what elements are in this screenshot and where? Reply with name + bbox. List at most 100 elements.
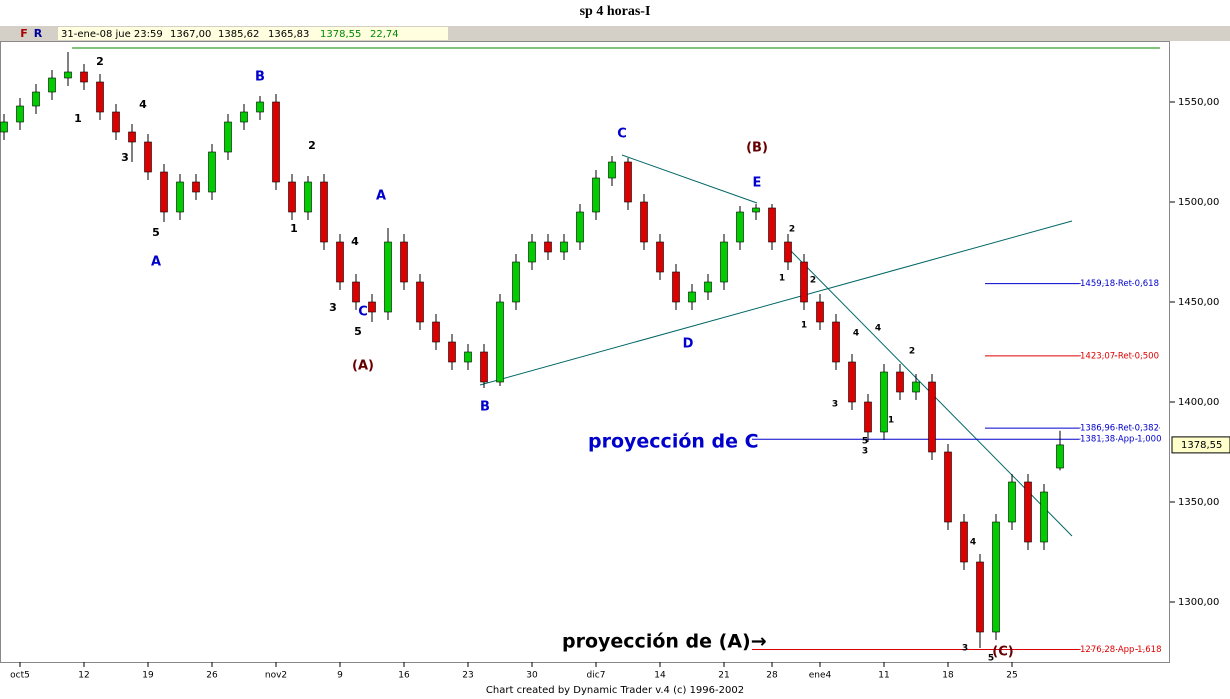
wave-label: B <box>255 70 265 85</box>
candle-body <box>848 361 856 403</box>
wave-label: 3 <box>862 447 868 457</box>
wave-label: C <box>358 305 368 320</box>
candle-body <box>656 241 664 273</box>
x-tick-label: 11 <box>878 671 889 681</box>
candle-body <box>192 181 200 193</box>
wave-label: 4 <box>875 324 881 334</box>
projection-label: proyección de C <box>588 431 759 453</box>
wave-label: 2 <box>308 139 316 152</box>
candle-body <box>768 207 776 243</box>
info-date: 31-ene-08 jue 23:59 <box>61 29 163 40</box>
candle-body <box>112 111 120 133</box>
candle-body <box>560 241 568 253</box>
toolbar-button[interactable]: F <box>20 27 28 40</box>
candle-body <box>736 211 744 243</box>
candle-body <box>176 181 184 213</box>
candle-body <box>400 241 408 283</box>
wave-label: 3 <box>832 400 838 410</box>
wave-label: D <box>683 337 694 352</box>
wave-label: 1 <box>779 274 785 284</box>
candle-body <box>960 521 968 563</box>
x-tick-label: dic7 <box>587 671 606 681</box>
wave-label: 4 <box>853 329 859 339</box>
candle-body <box>784 241 792 263</box>
x-tick-label: 14 <box>654 671 666 681</box>
wave-label: 1 <box>74 112 82 125</box>
candle-body <box>1056 444 1064 469</box>
wave-label: 5 <box>988 654 994 664</box>
level-label: 1423,07 Ret 0,500 <box>1080 351 1159 361</box>
candle-body <box>352 281 360 303</box>
candle-body <box>528 241 536 263</box>
candle-body <box>608 161 616 179</box>
candle-body <box>160 171 168 213</box>
candle-body <box>912 381 920 393</box>
wave-label: 2 <box>810 276 816 286</box>
x-tick-label: 23 <box>462 671 473 681</box>
candle-body <box>416 281 424 323</box>
candle-body <box>320 181 328 243</box>
candle-body <box>16 105 24 123</box>
candle-body <box>288 181 296 213</box>
x-tick-label: 21 <box>718 671 729 681</box>
candle-body <box>544 241 552 253</box>
wave-label: 4 <box>139 98 147 111</box>
candle-body <box>1040 491 1048 543</box>
candle-body <box>624 161 632 203</box>
toolbar-button[interactable]: R <box>34 27 43 40</box>
candle-body <box>688 291 696 303</box>
x-tick-label: 28 <box>766 671 778 681</box>
candle-body <box>384 241 392 313</box>
y-tick-label: 1400,00 <box>1178 397 1219 408</box>
candle-body <box>80 71 88 83</box>
candle-body <box>816 301 824 323</box>
info-low: 1365,83 <box>268 29 309 40</box>
y-tick-label: 1550,00 <box>1178 97 1219 108</box>
wave-label: 2 <box>789 225 795 235</box>
x-tick-label: 26 <box>206 671 218 681</box>
chart-title: sp 4 horas-I <box>580 4 651 19</box>
x-tick-label: 25 <box>1006 671 1017 681</box>
y-tick-label: 1450,00 <box>1178 297 1219 308</box>
candle-body <box>304 181 312 213</box>
candle-body <box>672 271 680 303</box>
info-high: 1385,62 <box>218 29 259 40</box>
x-tick-label: oct5 <box>10 671 30 681</box>
candle-body <box>208 151 216 193</box>
candle-body <box>224 121 232 153</box>
candle-body <box>144 141 152 173</box>
candle-body <box>96 81 104 113</box>
level-label: 1276,28 App 1,618 <box>1080 645 1162 655</box>
candle-body <box>832 321 840 363</box>
candle-body <box>704 281 712 293</box>
candle-body <box>576 211 584 243</box>
candle-body <box>48 77 56 93</box>
footer: Chart created by Dynamic Trader v.4 (c) … <box>486 685 744 696</box>
candle-body <box>432 321 440 343</box>
price-tag-box <box>1171 436 1230 454</box>
candle-body <box>880 371 888 433</box>
wave-label: A <box>151 255 161 270</box>
candle-body <box>256 101 264 113</box>
info-box <box>58 27 448 40</box>
candle-body <box>1008 481 1016 523</box>
candle-body <box>1024 481 1032 543</box>
x-tick-label: 9 <box>337 671 343 681</box>
wave-label: 4 <box>351 235 359 248</box>
candle-body <box>592 177 600 213</box>
plot-frame <box>0 41 1170 663</box>
candle-body <box>496 301 504 383</box>
candle-body <box>992 521 1000 633</box>
wave-label: 5 <box>354 325 362 338</box>
x-tick-label: 16 <box>398 671 410 681</box>
candle-body <box>752 207 760 213</box>
wave-label: 1 <box>290 222 298 235</box>
trend-line <box>621 154 758 204</box>
level-label: 1381,38 App 1,000 <box>1080 435 1162 445</box>
candle-body <box>336 241 344 283</box>
wave-label: (A) <box>352 359 374 374</box>
info-change: 22,74 <box>370 29 399 40</box>
wave-label: 3 <box>962 644 968 654</box>
